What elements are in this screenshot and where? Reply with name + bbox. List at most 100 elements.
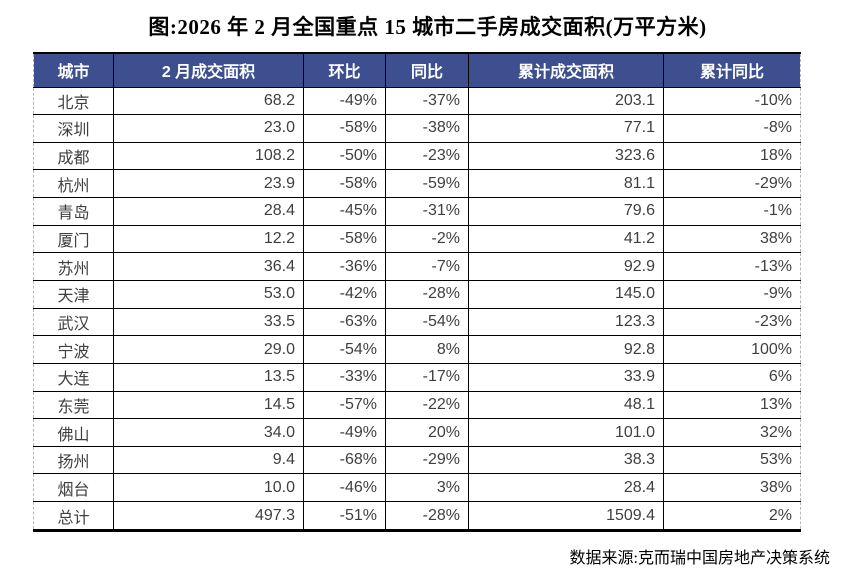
table-row: 扬州 9.4 -68% -29% 38.3 53% [33, 445, 801, 475]
table-row: 武汉 33.5 -63% -54% 123.3 -23% [33, 307, 801, 337]
cell-value: -58% [303, 114, 386, 143]
cell-value: 18% [663, 141, 801, 171]
cell-city: 杭州 [33, 169, 114, 199]
table-row: 北京 68.2 -49% -37% 203.1 -10% [33, 86, 801, 116]
cell-value: 123.3 [468, 307, 664, 337]
cell-value: -38% [385, 114, 469, 143]
cell-city: 宁波 [33, 335, 114, 364]
cell-value: 497.3 [113, 501, 304, 531]
cell-value: -23% [663, 307, 801, 337]
table-row: 成都 108.2 -50% -23% 323.6 18% [33, 141, 801, 171]
table-row: 总计 497.3 -51% -28% 1509.4 2% [33, 501, 801, 531]
column-header-mom: 环比 [303, 53, 386, 88]
cell-value: 1509.4 [468, 501, 664, 531]
cell-value: 23.9 [113, 169, 304, 199]
table-row: 青岛 28.4 -45% -31% 79.6 -1% [33, 197, 801, 226]
table-row: 烟台 10.0 -46% 3% 28.4 38% [33, 473, 801, 503]
column-header-cumulative-area: 累计成交面积 [468, 53, 664, 88]
cell-value: -28% [385, 279, 469, 309]
cell-value: -45% [303, 197, 386, 226]
cell-value: -8% [663, 114, 801, 143]
table-row: 杭州 23.9 -58% -59% 81.1 -29% [33, 169, 801, 199]
cell-value: 29.0 [113, 335, 304, 364]
cell-value: -54% [385, 307, 469, 337]
cell-city: 大连 [33, 362, 114, 392]
table-row: 苏州 36.4 -36% -7% 92.9 -13% [33, 252, 801, 281]
cell-value: -29% [663, 169, 801, 199]
cell-value: -51% [303, 501, 386, 531]
cell-value: -68% [303, 445, 386, 475]
data-source-note: 数据来源:克而瑞中国房地产决策系统 [569, 550, 830, 567]
table-row: 厦门 12.2 -58% -2% 41.2 38% [33, 224, 801, 254]
cell-value: 108.2 [113, 141, 304, 171]
cell-value: -1% [663, 197, 801, 226]
cell-value: 41.2 [468, 224, 664, 254]
table-row: 天津 53.0 -42% -28% 145.0 -9% [33, 279, 801, 309]
cell-value: 48.1 [468, 390, 664, 420]
cell-city: 成都 [33, 141, 114, 171]
cell-value: 23.0 [113, 114, 304, 143]
page-title: 图:2026 年 2 月全国重点 15 城市二手房成交面积(万平方米) [148, 15, 707, 39]
cell-value: -58% [303, 169, 386, 199]
cell-value: 34.0 [113, 418, 304, 447]
cell-value: 81.1 [468, 169, 664, 199]
cell-value: -23% [385, 141, 469, 171]
cell-city: 烟台 [33, 473, 114, 503]
cell-value: -46% [303, 473, 386, 503]
cell-value: 92.8 [468, 335, 664, 364]
table-header-row: 城市 2 月成交面积 环比 同比 累计成交面积 累计同比 [33, 53, 801, 88]
column-header-feb-area: 2 月成交面积 [113, 53, 304, 88]
cell-city: 武汉 [33, 307, 114, 337]
cell-city: 厦门 [33, 224, 114, 254]
cell-value: 6% [663, 362, 801, 392]
cell-value: 20% [385, 418, 469, 447]
cell-value: -54% [303, 335, 386, 364]
column-header-cumulative-yoy: 累计同比 [663, 53, 801, 88]
cell-city: 东莞 [33, 390, 114, 420]
cell-value: 203.1 [468, 86, 664, 116]
cell-city: 青岛 [33, 197, 114, 226]
cell-value: 38% [663, 224, 801, 254]
cell-value: 68.2 [113, 86, 304, 116]
cell-value: 12.2 [113, 224, 304, 254]
cell-value: -59% [385, 169, 469, 199]
cell-value: 28.4 [468, 473, 664, 503]
cell-value: -49% [303, 86, 386, 116]
cell-value: 145.0 [468, 279, 664, 309]
cell-city: 苏州 [33, 252, 114, 281]
cell-value: -37% [385, 86, 469, 116]
cell-value: 32% [663, 418, 801, 447]
column-header-city: 城市 [33, 53, 114, 88]
cell-value: 92.9 [468, 252, 664, 281]
cell-value: -13% [663, 252, 801, 281]
cell-value: 2% [663, 501, 801, 531]
table-body: 北京 68.2 -49% -37% 203.1 -10% 深圳 23.0 -58% -38% 77.… [33, 86, 801, 531]
cell-city: 扬州 [33, 445, 114, 475]
cell-value: -10% [663, 86, 801, 116]
cell-value: -58% [303, 224, 386, 254]
cell-city: 北京 [33, 86, 114, 116]
table-row: 佛山 34.0 -49% 20% 101.0 32% [33, 418, 801, 447]
cell-value: 77.1 [468, 114, 664, 143]
cell-value: 323.6 [468, 141, 664, 171]
cell-value: 33.9 [468, 362, 664, 392]
cell-city: 天津 [33, 279, 114, 309]
cell-value: -57% [303, 390, 386, 420]
cell-value: 13.5 [113, 362, 304, 392]
cell-value: -42% [303, 279, 386, 309]
table-row: 东莞 14.5 -57% -22% 48.1 13% [33, 390, 801, 420]
cell-value: 9.4 [113, 445, 304, 475]
cell-value: -2% [385, 224, 469, 254]
cell-value: 53% [663, 445, 801, 475]
cell-value: 14.5 [113, 390, 304, 420]
city-transactions-table: 城市 2 月成交面积 环比 同比 累计成交面积 累计同比 北京 68.2 -49% -… [33, 52, 801, 532]
cell-value: 33.5 [113, 307, 304, 337]
cell-value: 53.0 [113, 279, 304, 309]
cell-value: -49% [303, 418, 386, 447]
cell-value: 36.4 [113, 252, 304, 281]
cell-city: 总计 [33, 501, 114, 531]
cell-value: -31% [385, 197, 469, 226]
cell-value: 38.3 [468, 445, 664, 475]
cell-value: 101.0 [468, 418, 664, 447]
cell-value: -9% [663, 279, 801, 309]
